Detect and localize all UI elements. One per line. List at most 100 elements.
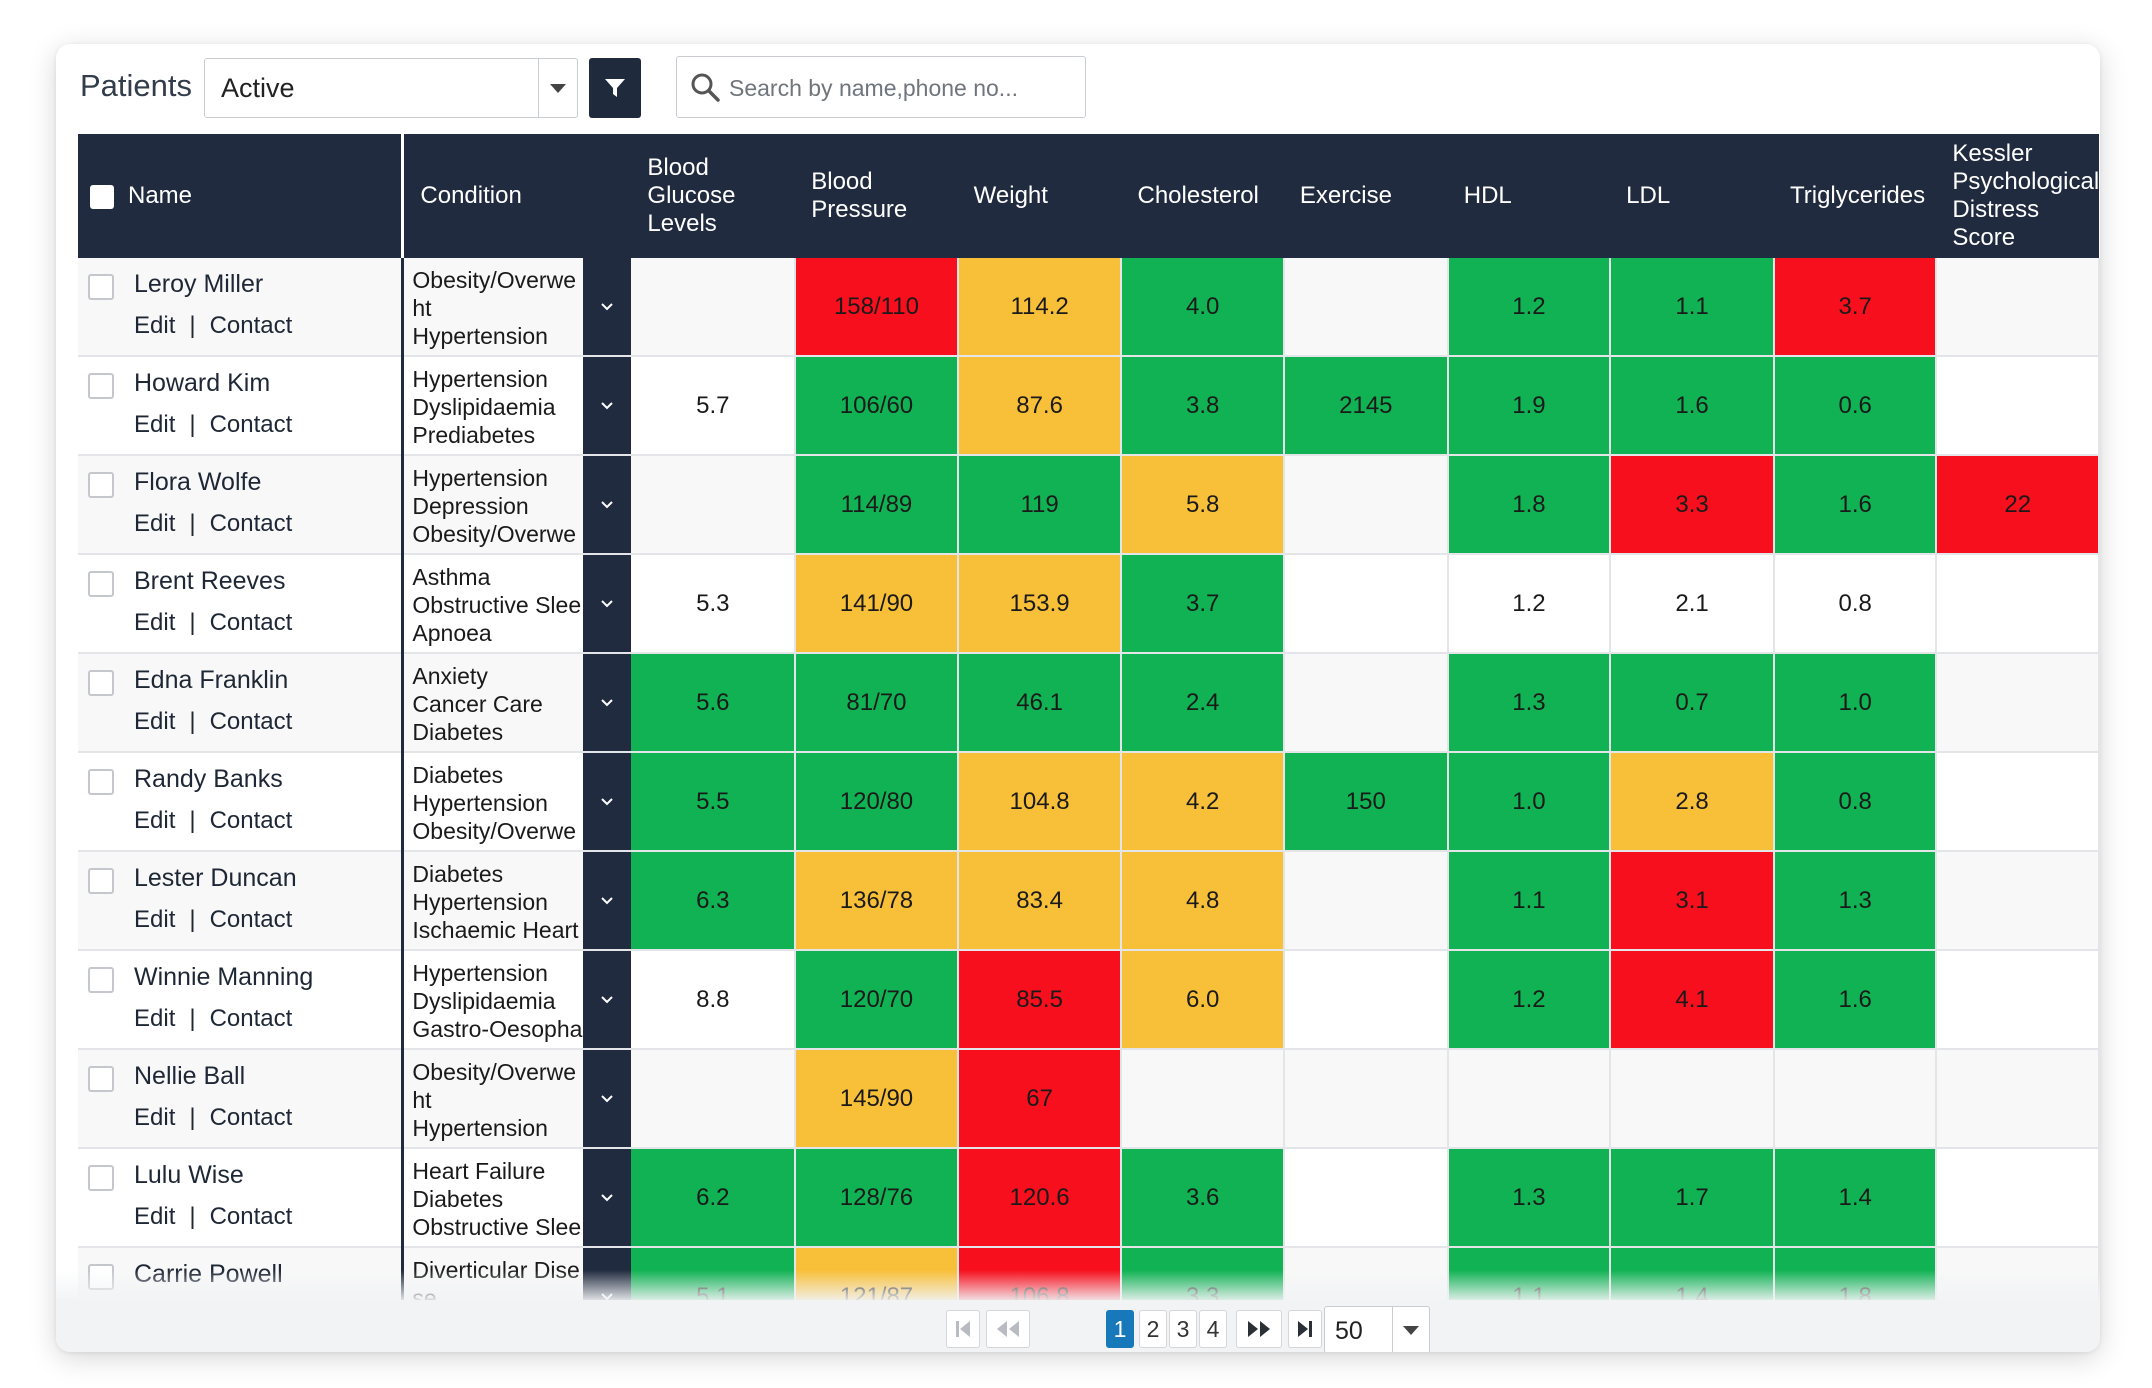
row-checkbox[interactable] xyxy=(88,670,114,696)
edit-link[interactable]: Edit xyxy=(134,708,176,735)
expand-conditions-button[interactable] xyxy=(583,1050,632,1147)
page-button-3[interactable]: 3 xyxy=(1169,1310,1197,1348)
hdl-cell: 1.3 xyxy=(1447,653,1612,753)
patient-cell: Brent Reeves Edit | Contact xyxy=(78,554,405,654)
row-checkbox[interactable] xyxy=(88,274,114,300)
header-triglycerides[interactable]: Triglycerides xyxy=(1773,134,1937,258)
expand-conditions-button[interactable] xyxy=(583,1149,632,1246)
triglycerides-cell: 1.6 xyxy=(1773,455,1938,555)
patient-name[interactable]: Edna Franklin xyxy=(134,666,289,694)
header-blood-pressure[interactable]: Blood Pressure xyxy=(795,134,958,258)
page-size-value: 50 xyxy=(1335,1317,1363,1345)
contact-link[interactable]: Contact xyxy=(209,1203,293,1230)
patient-name[interactable]: Howard Kim xyxy=(134,369,271,397)
row-checkbox[interactable] xyxy=(88,373,114,399)
patient-name[interactable]: Leroy Miller xyxy=(134,270,264,298)
chevron-down-icon[interactable] xyxy=(538,59,577,117)
patient-name[interactable]: Lester Duncan xyxy=(134,864,297,892)
condition-cell: Heart Failure Diabetes Obstructive Slee xyxy=(402,1148,632,1248)
page-button-1[interactable]: 1 xyxy=(1106,1310,1134,1348)
previous-page-button[interactable] xyxy=(986,1310,1030,1348)
patient-name[interactable]: Lulu Wise xyxy=(134,1161,244,1189)
header-condition[interactable]: Condition xyxy=(402,134,632,258)
expand-conditions-button[interactable] xyxy=(583,456,632,553)
contact-link[interactable]: Contact xyxy=(209,411,293,438)
row-checkbox[interactable] xyxy=(88,1165,114,1191)
condition-list: Hypertension Depression Obesity/Overwe xyxy=(412,464,590,548)
edit-link[interactable]: Edit xyxy=(134,1203,176,1230)
header-blood-glucose[interactable]: Blood Glucose Levels xyxy=(631,134,796,258)
header-name[interactable]: Name xyxy=(78,134,405,258)
contact-link[interactable]: Contact xyxy=(209,807,293,834)
condition-cell: Diabetes Hypertension Ischaemic Heart xyxy=(402,851,632,951)
patient-name[interactable]: Flora Wolfe xyxy=(134,468,262,496)
expand-conditions-button[interactable] xyxy=(583,357,632,454)
blood-pressure-cell: 114/89 xyxy=(795,455,959,555)
blood-glucose-cell xyxy=(631,258,797,357)
ldl-cell: 1.7 xyxy=(1610,1148,1775,1248)
weight-cell: 119 xyxy=(957,455,1123,555)
contact-link[interactable]: Contact xyxy=(209,1005,293,1032)
edit-link[interactable]: Edit xyxy=(134,411,176,438)
header-ldl[interactable]: LDL xyxy=(1610,134,1774,258)
hdl-cell: 1.1 xyxy=(1447,851,1612,951)
header-exercise[interactable]: Exercise xyxy=(1283,134,1448,258)
row-checkbox[interactable] xyxy=(88,472,114,498)
page-size-select[interactable]: 50 xyxy=(1324,1306,1430,1352)
search-box[interactable] xyxy=(676,56,1086,118)
patient-name[interactable]: Randy Banks xyxy=(134,765,283,793)
condition-item: Cancer Care xyxy=(412,691,543,717)
filter-icon xyxy=(605,79,625,97)
patient-name[interactable]: Nellie Ball xyxy=(134,1062,246,1090)
expand-conditions-button[interactable] xyxy=(583,951,632,1048)
header-weight[interactable]: Weight xyxy=(957,134,1122,258)
cholesterol-cell: 2.4 xyxy=(1121,653,1285,753)
contact-link[interactable]: Contact xyxy=(209,906,293,933)
contact-link[interactable]: Contact xyxy=(209,609,293,636)
row-checkbox[interactable] xyxy=(88,967,114,993)
edit-link[interactable]: Edit xyxy=(134,312,176,339)
condition-item: Hypertension xyxy=(412,960,548,986)
condition-item: Obesity/Overwe xyxy=(412,818,576,844)
expand-conditions-button[interactable] xyxy=(583,753,632,850)
status-select[interactable]: Active xyxy=(204,58,578,118)
last-page-button[interactable] xyxy=(1288,1310,1322,1348)
row-actions: Edit | Contact xyxy=(134,510,292,538)
table-row: Flora Wolfe Edit | Contact Hypertension Depre… xyxy=(78,455,2100,555)
expand-conditions-button[interactable] xyxy=(583,852,632,949)
patient-name[interactable]: Brent Reeves xyxy=(134,567,286,595)
header-cholesterol[interactable]: Cholesterol xyxy=(1121,134,1284,258)
patient-name[interactable]: Winnie Manning xyxy=(134,963,314,991)
chevron-down-icon[interactable] xyxy=(1392,1307,1429,1352)
edit-link[interactable]: Edit xyxy=(134,609,176,636)
contact-link[interactable]: Contact xyxy=(209,1104,293,1131)
condition-cell: Obesity/Overwe ht Hypertension xyxy=(402,1049,632,1149)
edit-link[interactable]: Edit xyxy=(134,807,176,834)
contact-link[interactable]: Contact xyxy=(209,510,293,537)
edit-link[interactable]: Edit xyxy=(134,1104,176,1131)
expand-conditions-button[interactable] xyxy=(583,555,632,652)
filter-button[interactable] xyxy=(589,58,641,118)
row-checkbox[interactable] xyxy=(88,868,114,894)
next-page-button[interactable] xyxy=(1236,1310,1282,1348)
edit-link[interactable]: Edit xyxy=(134,1005,176,1032)
row-checkbox[interactable] xyxy=(88,1066,114,1092)
page-button-2[interactable]: 2 xyxy=(1139,1310,1167,1348)
edit-link[interactable]: Edit xyxy=(134,906,176,933)
first-page-button[interactable] xyxy=(946,1310,980,1348)
patient-cell: Flora Wolfe Edit | Contact xyxy=(78,455,405,555)
header-hdl[interactable]: HDL xyxy=(1447,134,1611,258)
contact-link[interactable]: Contact xyxy=(209,708,293,735)
edit-link[interactable]: Edit xyxy=(134,510,176,537)
cholesterol-cell: 6.0 xyxy=(1121,950,1285,1050)
search-input[interactable] xyxy=(727,67,1071,109)
select-all-checkbox[interactable] xyxy=(90,184,114,209)
condition-list: Hypertension Dyslipidaemia Gastro-Oesopha xyxy=(412,959,590,1043)
row-checkbox[interactable] xyxy=(88,571,114,597)
header-kessler[interactable]: Kessler Psychological Distress Score xyxy=(1936,134,2099,258)
row-checkbox[interactable] xyxy=(88,769,114,795)
contact-link[interactable]: Contact xyxy=(209,312,293,339)
expand-conditions-button[interactable] xyxy=(583,258,632,355)
page-button-4[interactable]: 4 xyxy=(1199,1310,1227,1348)
expand-conditions-button[interactable] xyxy=(583,654,632,751)
